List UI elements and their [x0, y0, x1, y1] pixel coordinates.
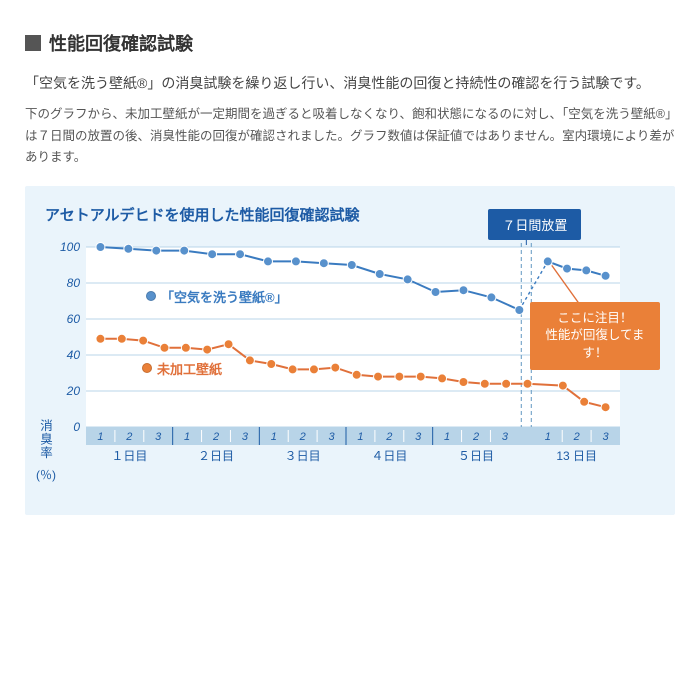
callout-recovery: ここに注目！ 性能が回復してます！ [530, 302, 660, 371]
svg-text:2: 2 [385, 431, 392, 443]
svg-text:80: 80 [67, 276, 81, 290]
svg-text:2: 2 [299, 431, 306, 443]
chart-area: 0 20 40 60 80 100 1 2 3 1 2 3 1 2 3 1 2 3 1 2 3 1 2 3 １日目 ２日目 ３日目 ４… [40, 235, 660, 505]
svg-text:1: 1 [545, 431, 551, 443]
svg-text:1: 1 [357, 431, 363, 443]
svg-text:40: 40 [67, 348, 81, 362]
svg-text:４日目: ４日目 [371, 449, 407, 463]
svg-text:1: 1 [97, 431, 103, 443]
svg-text:３日目: ３日目 [285, 449, 321, 463]
legend-treated-label: 「空気を洗う壁紙®」 [161, 287, 288, 306]
svg-text:2: 2 [573, 431, 580, 443]
svg-text:２日目: ２日目 [198, 449, 234, 463]
svg-text:2: 2 [212, 431, 219, 443]
callout-seven-days: ７日間放置 [488, 209, 581, 240]
svg-text:１日目: １日目 [111, 449, 147, 463]
callout-line1: ここに注目！ [557, 311, 632, 325]
svg-text:2: 2 [125, 431, 132, 443]
y-axis-label: 消臭率 [36, 419, 55, 460]
svg-text:3: 3 [328, 431, 335, 443]
svg-text:3: 3 [242, 431, 249, 443]
legend-treated: 「空気を洗う壁紙®」 [146, 287, 288, 306]
svg-text:3: 3 [415, 431, 422, 443]
svg-text:2: 2 [472, 431, 479, 443]
svg-text:3: 3 [602, 431, 609, 443]
svg-text:60: 60 [67, 312, 81, 326]
y-axis-label-wrap: 消臭率 (％) [36, 419, 54, 484]
svg-text:3: 3 [502, 431, 509, 443]
y-axis-unit: (％) [36, 466, 54, 483]
chart-svg: 0 20 40 60 80 100 1 2 3 1 2 3 1 2 3 1 2 3 1 2 3 1 2 3 １日目 ２日目 ３日目 ４… [40, 235, 660, 505]
svg-text:13 日目: 13 日目 [556, 449, 597, 463]
section-title: 性能回復確認試験 [49, 30, 193, 56]
detail-text: 下のグラフから、未加工壁紙が一定期間を過ぎると吸着しなくなり、飽和状態になるのに… [25, 104, 675, 168]
svg-text:0: 0 [73, 420, 80, 434]
legend-dot-untreated [142, 363, 152, 373]
chart-container: アセトアルデヒドを使用した性能回復確認試験 020406080100123123… [25, 186, 675, 515]
svg-text:1: 1 [184, 431, 190, 443]
svg-text:1: 1 [271, 431, 277, 443]
section-marker [25, 35, 41, 51]
legend-untreated: 未加工壁紙 [142, 359, 222, 378]
svg-text:５日目: ５日目 [458, 449, 494, 463]
svg-text:3: 3 [155, 431, 162, 443]
svg-text:20: 20 [66, 384, 81, 398]
svg-text:1: 1 [444, 431, 450, 443]
legend-untreated-label: 未加工壁紙 [157, 359, 222, 378]
intro-text: 「空気を洗う壁紙®」の消臭試験を繰り返し行い、消臭性能の回復と持続性の確認を行う… [25, 72, 675, 94]
svg-text:100: 100 [60, 240, 80, 254]
callout-line2: 性能が回復してます！ [545, 328, 644, 360]
legend-dot-treated [146, 291, 156, 301]
